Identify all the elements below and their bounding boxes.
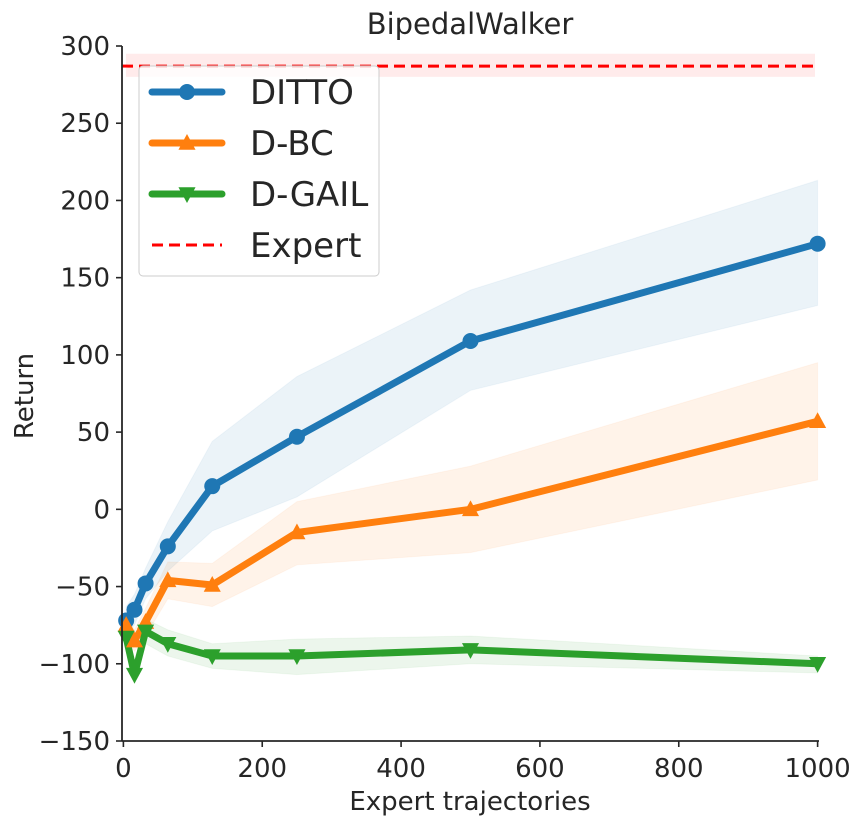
legend-marker-d-bc: [178, 134, 196, 150]
x-tick-label: 600: [515, 754, 565, 784]
y-tick-label: 150: [60, 264, 110, 294]
y-tick-label: 50: [77, 418, 110, 448]
d-gail-point: [159, 636, 177, 653]
legend-label-d-bc: D-BC: [250, 124, 334, 164]
d-gail-point: [288, 649, 306, 666]
legend-box: [138, 65, 380, 277]
x-tick-label: 0: [115, 754, 132, 784]
d-gail-point: [125, 667, 144, 684]
x-axis-label: Expert trajectories: [349, 787, 590, 817]
d-bc-point: [203, 576, 221, 592]
y-axis-label: Return: [10, 353, 40, 439]
ditto-point: [288, 428, 305, 445]
y-tick-label: −50: [55, 573, 110, 603]
y-tick-label: 200: [60, 186, 110, 216]
ditto-point: [137, 575, 154, 592]
d-gail-point: [203, 649, 221, 666]
y-tick-label: 250: [60, 109, 110, 139]
x-tick-label: 800: [654, 754, 704, 784]
y-tick-label: 0: [93, 495, 110, 525]
legend-label-d-gail: D-GAIL: [250, 175, 368, 215]
y-tick-label: −100: [39, 650, 110, 680]
ditto-point: [159, 538, 176, 555]
series-markers: [117, 235, 827, 684]
axes: [121, 46, 819, 742]
d-bc-point: [125, 631, 144, 648]
d-gail-point: [809, 657, 827, 673]
d-gail-line: [122, 627, 822, 679]
y-tick-label: −150: [39, 727, 110, 757]
legend-marker-d-gail: [178, 187, 196, 203]
x-tick-label: 400: [376, 754, 426, 784]
chart-title: BipedalWalker: [367, 7, 574, 41]
legend-label-ditto: DITTO: [250, 73, 354, 113]
ditto-point: [126, 601, 143, 618]
y-tick-label: 100: [60, 341, 110, 371]
d-bc-point: [288, 523, 306, 540]
ditto-point: [809, 235, 826, 252]
d-gail-point: [137, 624, 155, 641]
x-tick-label: 1000: [785, 754, 851, 784]
ditto-point: [462, 332, 479, 349]
d-gail-point: [461, 643, 480, 659]
x-tick-label: 200: [237, 754, 287, 784]
y-tick-label: 300: [60, 32, 110, 62]
legend-label-expert: Expert: [250, 226, 361, 266]
ditto-point: [204, 478, 221, 495]
y-ticks: −150 −100 −50 0 50 100 150 200 250 300: [39, 32, 122, 757]
x-ticks: 0 200 400 600 800 1000: [115, 741, 851, 784]
d-bc-point: [159, 571, 177, 588]
d-bc-point: [461, 500, 480, 517]
d-bc-point: [809, 412, 827, 429]
legend: DITTO D-BC D-GAIL Expert: [138, 65, 380, 277]
legend-marker-ditto: [179, 84, 195, 100]
